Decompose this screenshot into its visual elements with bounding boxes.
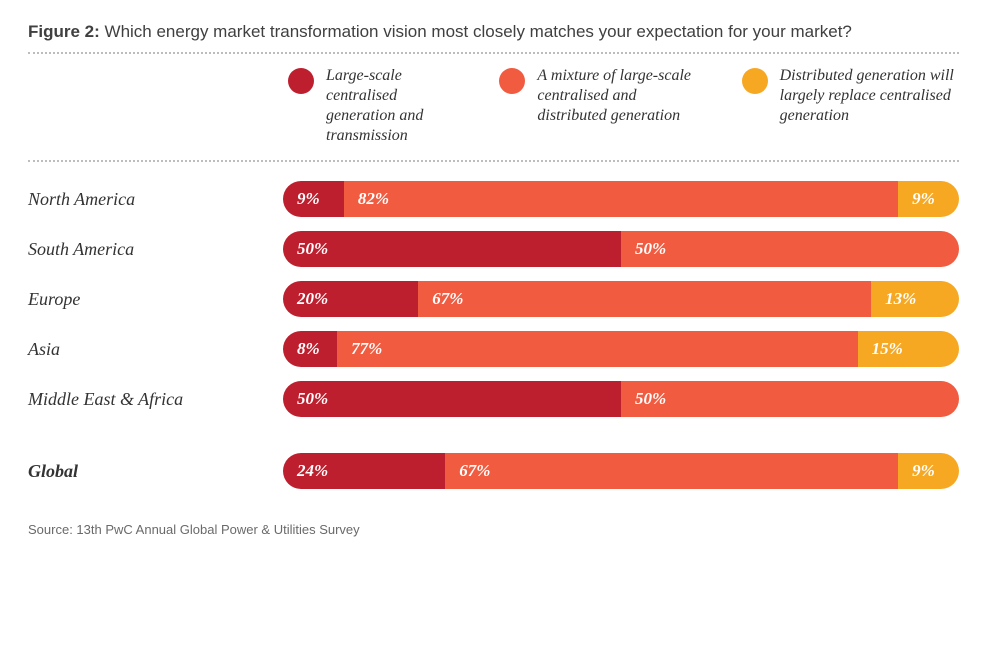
legend-swatch-centralised [288,68,314,94]
legend-item-centralised: Large-scale centralised generation and t… [288,66,465,146]
row-label: Asia [28,339,283,360]
row-asia: Asia 8% 77% 15% [28,324,959,374]
legend-item-mixture: A mixture of large-scale centralised and… [499,66,707,146]
row-label: Global [28,461,283,482]
row-europe: Europe 20% 67% 13% [28,274,959,324]
bar-segment: 13% [871,281,959,317]
legend-label-mixture: A mixture of large-scale centralised and… [537,66,707,126]
row-global: Global 24% 67% 9% [28,446,959,496]
row-south-america: South America 50% 50% [28,224,959,274]
legend-item-distributed: Distributed generation will largely repl… [742,66,959,146]
row-north-america: North America 9% 82% 9% [28,174,959,224]
row-middle-east-africa: Middle East & Africa 50% 50% [28,374,959,424]
bar: 9% 82% 9% [283,181,959,217]
row-label: Europe [28,289,283,310]
bar: 24% 67% 9% [283,453,959,489]
legend-swatch-mixture [499,68,525,94]
figure-title: Figure 2: Which energy market transforma… [28,22,959,52]
bar-segment: 8% [283,331,337,367]
bar-segment: 9% [898,453,959,489]
bar: 50% 50% [283,381,959,417]
bar-segment: 50% [621,231,959,267]
legend-swatch-distributed [742,68,768,94]
bar: 8% 77% 15% [283,331,959,367]
bar-segment: 67% [418,281,871,317]
bar-segment: 9% [898,181,959,217]
bar-segment: 50% [283,381,621,417]
legend-label-centralised: Large-scale centralised generation and t… [326,66,465,146]
bar-segment: 9% [283,181,344,217]
legend-label-distributed: Distributed generation will largely repl… [780,66,959,126]
row-label: Middle East & Africa [28,389,283,410]
bar-segment: 24% [283,453,445,489]
chart-rows: North America 9% 82% 9% South America 50… [28,162,959,496]
row-gap [28,424,959,446]
bar-segment: 77% [337,331,858,367]
bar-segment: 67% [445,453,898,489]
legend: Large-scale centralised generation and t… [28,54,959,160]
source-text: Source: 13th PwC Annual Global Power & U… [28,496,959,537]
bar: 50% 50% [283,231,959,267]
figure-title-prefix: Figure 2: [28,22,100,41]
row-label: North America [28,189,283,210]
row-label: South America [28,239,283,260]
bar-segment: 20% [283,281,418,317]
bar-segment: 50% [283,231,621,267]
bar-segment: 50% [621,381,959,417]
bar: 20% 67% 13% [283,281,959,317]
figure-title-text: Which energy market transformation visio… [100,22,852,41]
bar-segment: 15% [858,331,959,367]
bar-segment: 82% [344,181,898,217]
